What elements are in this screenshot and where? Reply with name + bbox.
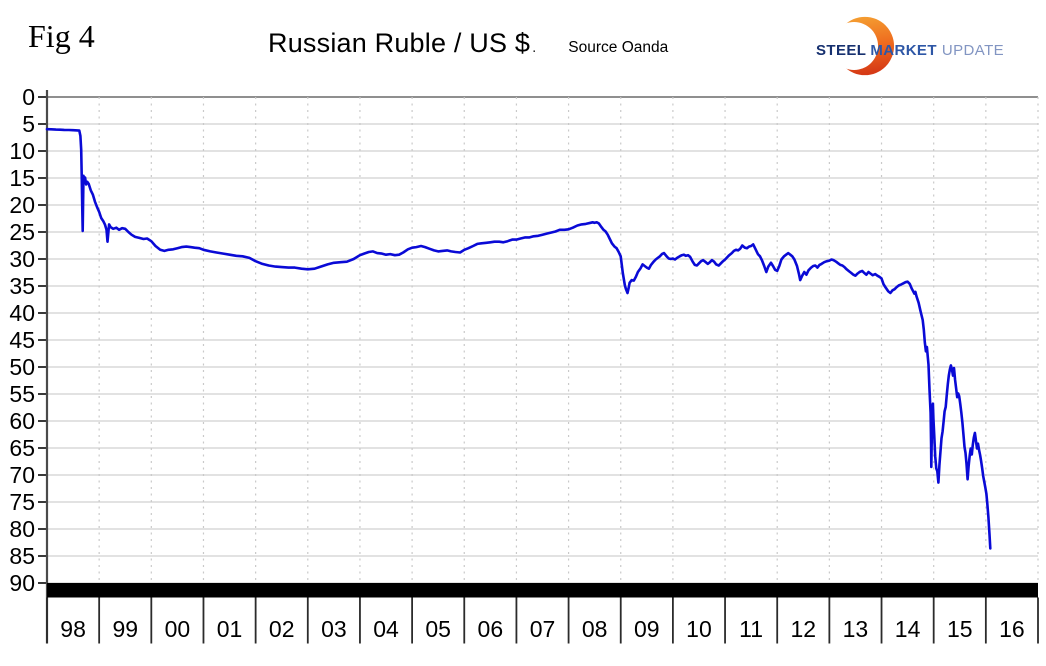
x-tick-label: 07 bbox=[530, 616, 556, 642]
x-tick-label: 04 bbox=[373, 616, 399, 642]
y-tick-label: 30 bbox=[9, 246, 35, 272]
y-tick-label: 0 bbox=[22, 84, 35, 110]
source-label: Source Oanda bbox=[568, 39, 669, 56]
y-tick-label: 45 bbox=[9, 327, 35, 353]
y-tick-label: 80 bbox=[9, 516, 35, 542]
y-tick-label: 40 bbox=[9, 300, 35, 326]
y-tick-label: 60 bbox=[9, 408, 35, 434]
x-tick-label: 14 bbox=[895, 616, 921, 642]
chart-title: Russian Ruble / US $ bbox=[268, 28, 531, 58]
usd-rub-series-line bbox=[45, 127, 992, 550]
crescent-inner bbox=[830, 22, 879, 70]
x-tick-label: 05 bbox=[425, 616, 451, 642]
x-tick-label: 98 bbox=[60, 616, 86, 642]
y-tick-label: 90 bbox=[9, 570, 35, 596]
x-tick-label: 13 bbox=[843, 616, 869, 642]
x-tick-label: 16 bbox=[999, 616, 1025, 642]
y-tick-label: 10 bbox=[9, 138, 35, 164]
crescent-icon bbox=[830, 16, 895, 76]
y-tick-label: 70 bbox=[9, 462, 35, 488]
y-tick-label: 25 bbox=[9, 219, 35, 245]
title-period: . bbox=[532, 39, 537, 56]
chart-header: Russian Ruble / US $. Source Oanda bbox=[268, 30, 668, 57]
x-tick-label: 12 bbox=[790, 616, 816, 642]
logo-word-update: UPDATE bbox=[941, 42, 1005, 59]
x-tick-label: 09 bbox=[634, 616, 660, 642]
x-tick-label: 15 bbox=[947, 616, 973, 642]
y-tick-label: 50 bbox=[9, 354, 35, 380]
y-tick-label: 5 bbox=[22, 111, 35, 137]
logo-word-market: MARKET bbox=[870, 42, 937, 59]
x-tick-label: 03 bbox=[321, 616, 347, 642]
y-tick-label: 35 bbox=[9, 273, 35, 299]
x-tick-label: 08 bbox=[582, 616, 608, 642]
x-tick-label: 02 bbox=[269, 616, 295, 642]
y-tick-label: 20 bbox=[9, 192, 35, 218]
logo-text: STEEL MARKET UPDATE bbox=[816, 43, 1004, 58]
logo-word-steel: STEEL bbox=[816, 42, 867, 59]
y-tick-label: 55 bbox=[9, 381, 35, 407]
x-axis-bar bbox=[47, 583, 1038, 598]
x-tick-label: 01 bbox=[217, 616, 243, 642]
y-tick-label: 75 bbox=[9, 489, 35, 515]
y-tick-label: 15 bbox=[9, 165, 35, 191]
x-tick-label: 99 bbox=[112, 616, 138, 642]
x-tick-label: 10 bbox=[686, 616, 712, 642]
y-tick-label: 85 bbox=[9, 543, 35, 569]
x-tick-label: 06 bbox=[478, 616, 504, 642]
y-tick-label: 65 bbox=[9, 435, 35, 461]
steel-market-update-logo: STEEL MARKET UPDATE bbox=[810, 10, 1004, 78]
x-tick-label: 00 bbox=[165, 616, 191, 642]
figure-label: Fig 4 bbox=[28, 18, 95, 54]
x-tick-label: 11 bbox=[739, 616, 763, 642]
